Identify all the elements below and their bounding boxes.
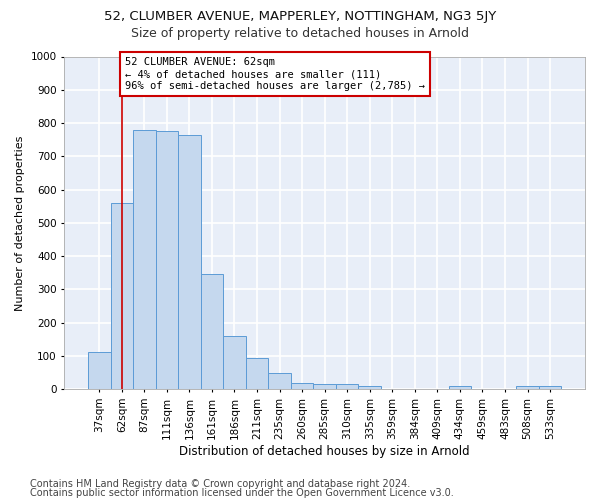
Bar [539, 386, 562, 389]
Bar [336, 384, 358, 389]
Bar [178, 134, 200, 389]
Y-axis label: Number of detached properties: Number of detached properties [15, 135, 25, 310]
Bar [223, 336, 246, 389]
Text: Contains public sector information licensed under the Open Government Licence v3: Contains public sector information licen… [30, 488, 454, 498]
Bar [313, 384, 336, 389]
Bar [358, 386, 381, 389]
Bar [200, 274, 223, 389]
X-axis label: Distribution of detached houses by size in Arnold: Distribution of detached houses by size … [179, 444, 470, 458]
Bar [291, 383, 313, 389]
Bar [268, 372, 291, 389]
Bar [88, 352, 110, 389]
Bar [516, 386, 539, 389]
Bar [246, 358, 268, 389]
Text: 52 CLUMBER AVENUE: 62sqm
← 4% of detached houses are smaller (111)
96% of semi-d: 52 CLUMBER AVENUE: 62sqm ← 4% of detache… [125, 58, 425, 90]
Text: 52, CLUMBER AVENUE, MAPPERLEY, NOTTINGHAM, NG3 5JY: 52, CLUMBER AVENUE, MAPPERLEY, NOTTINGHA… [104, 10, 496, 23]
Bar [110, 203, 133, 389]
Text: Size of property relative to detached houses in Arnold: Size of property relative to detached ho… [131, 28, 469, 40]
Bar [449, 386, 471, 389]
Bar [133, 130, 155, 389]
Bar [155, 132, 178, 389]
Text: Contains HM Land Registry data © Crown copyright and database right 2024.: Contains HM Land Registry data © Crown c… [30, 479, 410, 489]
